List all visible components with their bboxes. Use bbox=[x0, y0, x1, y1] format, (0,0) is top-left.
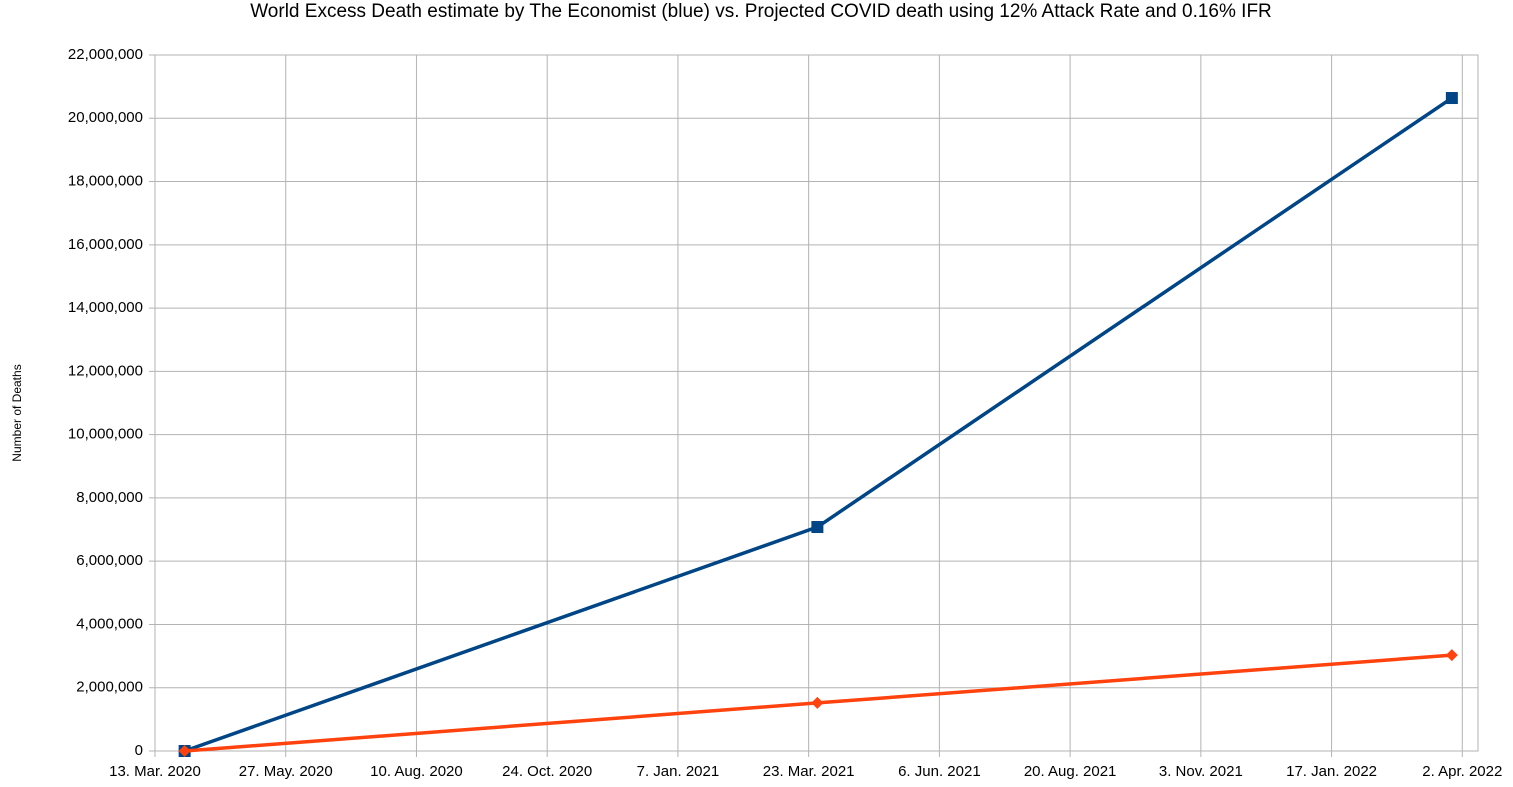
series-line bbox=[184, 96, 1453, 753]
y-tick-label: 4,000,000 bbox=[76, 615, 143, 632]
y-tick-label: 10,000,000 bbox=[68, 426, 143, 443]
y-tick-label: 0 bbox=[135, 742, 143, 759]
x-tick-label: 20. Aug. 2021 bbox=[1024, 763, 1117, 780]
x-tick-label: 6. Jun. 2021 bbox=[898, 763, 981, 780]
y-tick-label: 6,000,000 bbox=[76, 552, 143, 569]
x-tick-label: 17. Jan. 2022 bbox=[1286, 763, 1377, 780]
x-tick-label: 2. Apr. 2022 bbox=[1422, 763, 1502, 780]
y-tick-label: 12,000,000 bbox=[68, 362, 143, 379]
x-tick-label: 3. Nov. 2021 bbox=[1159, 763, 1243, 780]
x-tick-label: 10. Aug. 2020 bbox=[370, 763, 463, 780]
plot-border bbox=[154, 54, 1479, 752]
point-marker bbox=[811, 696, 824, 709]
y-tick-label: 8,000,000 bbox=[76, 489, 143, 506]
y-tick-label: 18,000,000 bbox=[68, 173, 143, 190]
x-tick-label: 13. Mar. 2020 bbox=[109, 763, 201, 780]
point-marker bbox=[1445, 649, 1458, 662]
x-tick-label: 24. Oct. 2020 bbox=[502, 763, 592, 780]
y-tick-label: 14,000,000 bbox=[68, 299, 143, 316]
chart-title: World Excess Death estimate by The Econo… bbox=[250, 1, 1272, 22]
y-axis-label: Number of Deaths bbox=[10, 364, 24, 461]
y-tick-label: 22,000,000 bbox=[68, 46, 143, 63]
point-marker bbox=[811, 521, 824, 534]
point-marker bbox=[1445, 92, 1458, 105]
y-tick-label: 20,000,000 bbox=[68, 109, 143, 126]
y-tick-label: 2,000,000 bbox=[76, 679, 143, 696]
point-marker bbox=[178, 745, 191, 757]
y-tick-label: 16,000,000 bbox=[68, 236, 143, 253]
x-tick-label: 27. May. 2020 bbox=[239, 763, 333, 780]
x-tick-label: 7. Jan. 2021 bbox=[637, 763, 720, 780]
x-tick-label: 23. Mar. 2021 bbox=[763, 763, 855, 780]
